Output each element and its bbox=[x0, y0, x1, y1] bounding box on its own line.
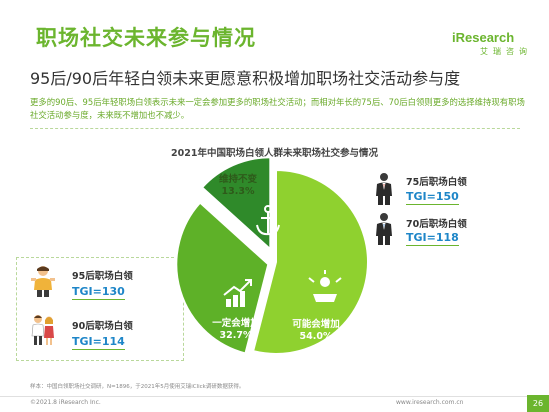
anchor-icon-body bbox=[256, 212, 280, 236]
divider bbox=[30, 128, 520, 129]
footer-divider bbox=[0, 396, 549, 397]
callout-tgi: TGI=114 bbox=[72, 335, 125, 350]
pie-slice-keep bbox=[200, 156, 272, 252]
brand-subtitle: 艾瑞咨询 bbox=[480, 47, 532, 56]
callout-label: 75后职场白领 bbox=[406, 177, 467, 188]
rising-chart-icon-bar bbox=[240, 291, 245, 307]
brand-logo: iResearch 艾瑞咨询 bbox=[452, 30, 532, 57]
website: www.iresearch.com.cn bbox=[396, 399, 464, 406]
rising-chart-icon-bar bbox=[233, 295, 238, 307]
copyright: ©2021.8 iResearch Inc. bbox=[30, 399, 101, 406]
callout-panel-young bbox=[16, 257, 184, 361]
callout-label: 70后职场白领 bbox=[406, 219, 467, 230]
slice-label-text: 维持不变 bbox=[218, 174, 257, 185]
headline: 95后/90后年轻白领未来更愿意积极增加职场社交活动参与度 bbox=[30, 69, 461, 88]
callout-tgi: TGI=118 bbox=[406, 231, 459, 246]
slice-label-value: 54.0% bbox=[299, 331, 333, 342]
businessman-icon bbox=[376, 173, 392, 205]
handshake-icon-rays bbox=[308, 270, 342, 283]
rising-chart-icon-arrow bbox=[245, 279, 252, 286]
description: 更多的90后、95后年轻职场白领表示未来一定会参加更多的职场社交活动；而相对年长… bbox=[30, 97, 525, 120]
young-worker-icon bbox=[31, 315, 54, 345]
pie-slice-maybe bbox=[251, 168, 369, 355]
callout-label: 90后职场白领 bbox=[72, 321, 133, 332]
footnote: 样本：中国白领职场社交调研，N=1896，于2021年5月使用艾瑞iClick调… bbox=[30, 384, 245, 390]
handshake-icon bbox=[320, 277, 330, 287]
brand-name: iResearch bbox=[452, 30, 515, 45]
callout-tgi: TGI=130 bbox=[72, 285, 125, 300]
businessman-icon bbox=[376, 213, 392, 245]
slice-label-value: 13.3% bbox=[221, 186, 255, 197]
slice-label-value: 32.7% bbox=[219, 330, 253, 341]
handshake-icon-body bbox=[313, 294, 337, 302]
rising-chart-icon-bar bbox=[226, 299, 231, 307]
callout-tgi: TGI=150 bbox=[406, 190, 459, 205]
young-worker-icon bbox=[31, 266, 55, 297]
rising-chart-icon bbox=[223, 280, 251, 296]
slice-label-maybe: 可能会增加 54.0% bbox=[286, 319, 346, 343]
slice-label-keep: 维持不变 13.3% bbox=[208, 174, 268, 198]
chart-title: 2021年中国职场白领人群未来职场社交参与情况 bbox=[171, 148, 378, 159]
callout-label: 95后职场白领 bbox=[72, 271, 133, 282]
slice-label-text: 一定会增加 bbox=[212, 318, 260, 329]
slide-title: 职场社交未来参与情况 bbox=[36, 26, 256, 50]
pie-slice-sure bbox=[175, 201, 270, 355]
slice-label-sure: 一定会增加 32.7% bbox=[206, 318, 266, 342]
slice-label-text: 可能会增加 bbox=[292, 319, 340, 330]
page-number: 26 bbox=[527, 395, 549, 412]
